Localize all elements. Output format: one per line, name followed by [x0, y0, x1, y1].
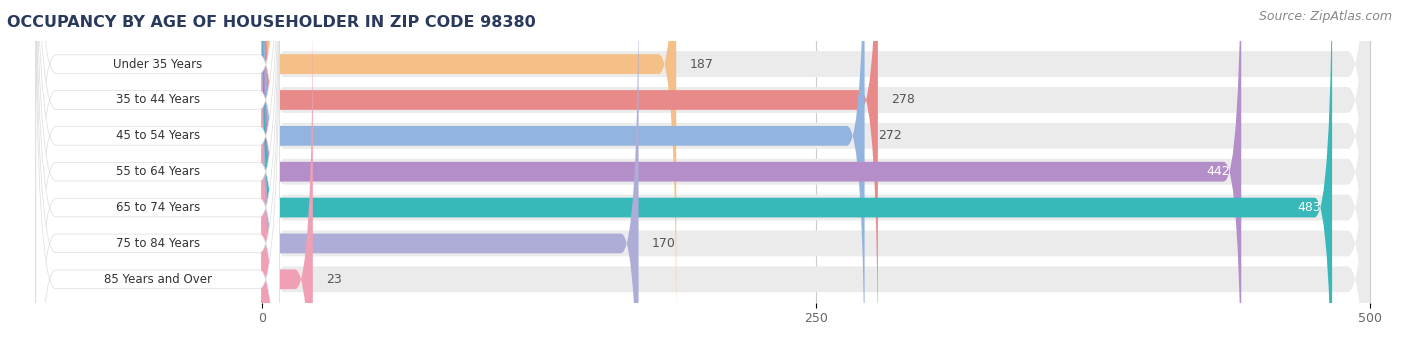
- FancyBboxPatch shape: [35, 0, 280, 340]
- FancyBboxPatch shape: [262, 0, 865, 340]
- Text: Under 35 Years: Under 35 Years: [112, 57, 202, 71]
- FancyBboxPatch shape: [262, 0, 1369, 340]
- Text: 35 to 44 Years: 35 to 44 Years: [115, 94, 200, 106]
- FancyBboxPatch shape: [262, 0, 877, 340]
- FancyBboxPatch shape: [35, 0, 280, 340]
- FancyBboxPatch shape: [262, 0, 638, 340]
- Text: 75 to 84 Years: 75 to 84 Years: [115, 237, 200, 250]
- Text: 483: 483: [1298, 201, 1322, 214]
- Text: 442: 442: [1206, 165, 1230, 178]
- FancyBboxPatch shape: [262, 0, 1369, 340]
- FancyBboxPatch shape: [262, 0, 1369, 340]
- Text: 85 Years and Over: 85 Years and Over: [104, 273, 212, 286]
- Text: 55 to 64 Years: 55 to 64 Years: [115, 165, 200, 178]
- Text: 272: 272: [877, 129, 901, 142]
- FancyBboxPatch shape: [35, 0, 280, 340]
- Text: 170: 170: [652, 237, 676, 250]
- FancyBboxPatch shape: [35, 0, 280, 340]
- FancyBboxPatch shape: [262, 0, 1369, 340]
- FancyBboxPatch shape: [262, 2, 312, 340]
- FancyBboxPatch shape: [262, 0, 676, 340]
- FancyBboxPatch shape: [35, 0, 280, 340]
- FancyBboxPatch shape: [262, 0, 1369, 340]
- Text: 23: 23: [326, 273, 342, 286]
- FancyBboxPatch shape: [35, 0, 280, 340]
- Text: 187: 187: [689, 57, 713, 71]
- FancyBboxPatch shape: [35, 0, 280, 340]
- Text: 65 to 74 Years: 65 to 74 Years: [115, 201, 200, 214]
- FancyBboxPatch shape: [262, 0, 1369, 340]
- Text: 45 to 54 Years: 45 to 54 Years: [115, 129, 200, 142]
- Text: 278: 278: [891, 94, 915, 106]
- Text: Source: ZipAtlas.com: Source: ZipAtlas.com: [1258, 10, 1392, 23]
- Text: OCCUPANCY BY AGE OF HOUSEHOLDER IN ZIP CODE 98380: OCCUPANCY BY AGE OF HOUSEHOLDER IN ZIP C…: [7, 15, 536, 30]
- FancyBboxPatch shape: [262, 0, 1331, 340]
- FancyBboxPatch shape: [262, 0, 1369, 340]
- FancyBboxPatch shape: [262, 0, 1241, 340]
